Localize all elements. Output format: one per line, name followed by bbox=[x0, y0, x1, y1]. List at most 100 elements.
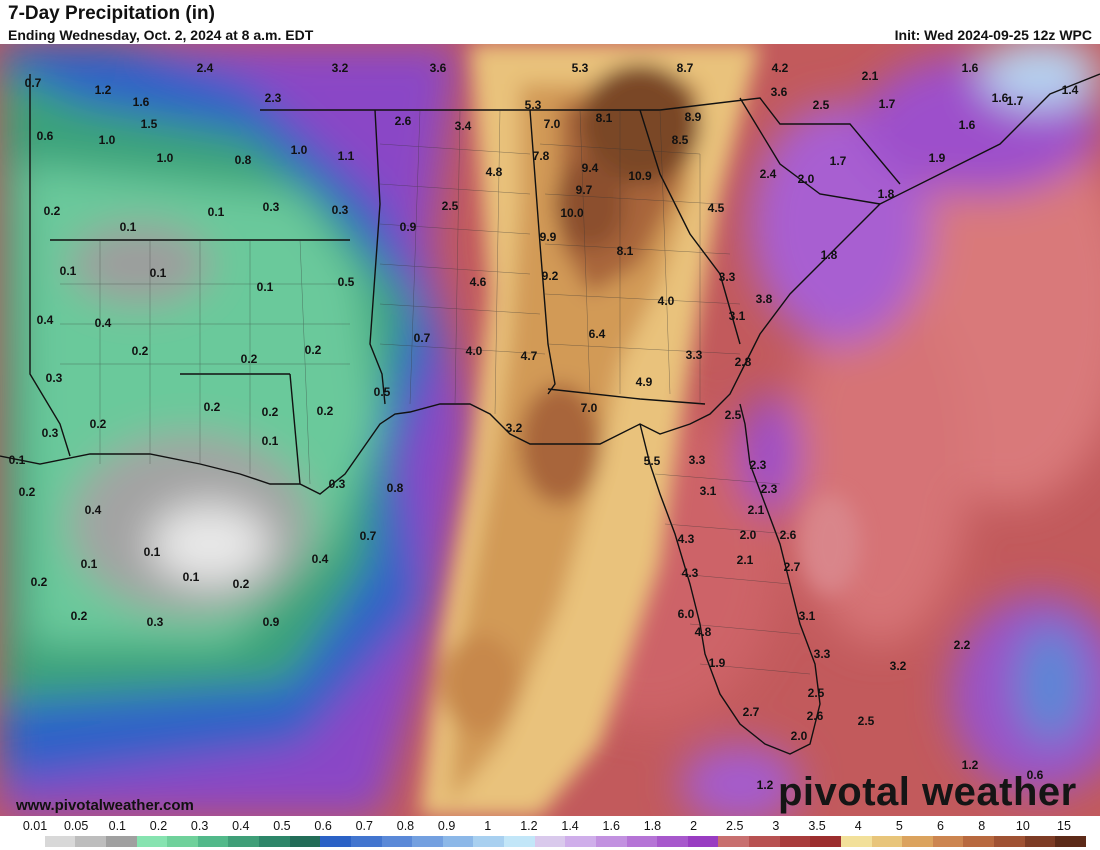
legend-tick-label: 6 bbox=[937, 819, 944, 833]
legend-color-swatch bbox=[228, 836, 260, 847]
precip-value-label: 9.2 bbox=[542, 269, 559, 283]
legend-tick-label: 0.4 bbox=[232, 819, 250, 833]
valid-time-subtitle: Ending Wednesday, Oct. 2, 2024 at 8 a.m.… bbox=[8, 27, 314, 43]
precip-value-label: 8.1 bbox=[617, 244, 634, 258]
precip-value-label: 0.4 bbox=[312, 552, 329, 566]
map-header: 7-Day Precipitation (in) Ending Wednesda… bbox=[0, 0, 1100, 44]
legend-tick-label: 3 bbox=[772, 819, 780, 833]
precipitation-value-labels: 0.7 1.21.61.52.42.33.2 3.6 5.3 8.7 4.22.11.61… bbox=[9, 61, 1079, 792]
precip-value-label: 0.1 bbox=[208, 205, 225, 219]
precip-value-label: 0.1 bbox=[257, 280, 274, 294]
precip-value-label: 8.9 bbox=[685, 110, 702, 124]
precip-value-label: 2.3 bbox=[265, 91, 282, 105]
precip-value-label: 1.7 bbox=[830, 154, 847, 168]
legend-color-swatch bbox=[932, 836, 964, 847]
legend-tick-label: 0.7 bbox=[355, 819, 373, 833]
precip-value-label: 0.2 bbox=[90, 417, 107, 431]
precip-value-label: 0.3 bbox=[147, 615, 164, 629]
legend-color-swatch bbox=[504, 836, 536, 847]
precip-value-label: 0.7 bbox=[360, 529, 377, 543]
legend-color-swatch bbox=[473, 836, 505, 847]
precip-value-label: 4.6 bbox=[470, 275, 487, 289]
precip-value-label: 5.5 bbox=[644, 454, 661, 468]
precip-value-label: 3.8 bbox=[756, 292, 773, 306]
legend-color-swatch bbox=[442, 836, 474, 847]
precip-value-label: 2.5 bbox=[725, 408, 742, 422]
precip-value-label: 2.7 bbox=[784, 560, 801, 574]
legend-color-swatch bbox=[657, 836, 689, 847]
precip-value-label: 2.3 bbox=[761, 482, 778, 496]
precip-value-label: 5.3 bbox=[525, 98, 542, 112]
legend-color-swatch bbox=[105, 836, 137, 847]
precip-value-label: 2.0 bbox=[791, 729, 808, 743]
precip-value-label: 1.7 bbox=[879, 97, 896, 111]
precip-value-label: 3.3 bbox=[719, 270, 736, 284]
legend-color-swatch bbox=[381, 836, 413, 847]
legend-tick-label: 5 bbox=[895, 819, 903, 833]
precip-value-label: 3.2 bbox=[506, 421, 523, 435]
precip-value-label: 3.1 bbox=[729, 309, 746, 323]
precip-value-label: 3.3 bbox=[814, 647, 831, 661]
precip-value-label: 2.7 bbox=[743, 705, 760, 719]
legend-color-swatch bbox=[534, 836, 566, 847]
precip-value-label: 0.9 bbox=[400, 220, 417, 234]
legend-color-swatch bbox=[1024, 836, 1056, 847]
color-scale-legend: 0.01 0.05 0.1 0.2 0.3 0.4 0.5 0.6 0.7 0.8 0.9 1 1.2 1… bbox=[0, 816, 1100, 850]
legend-color-swatch bbox=[14, 836, 46, 847]
legend-color-swatch bbox=[320, 836, 352, 847]
legend-color-swatch bbox=[871, 836, 903, 847]
precip-value-label: 1.7 bbox=[1007, 94, 1024, 108]
precip-value-label: 0.3 bbox=[46, 371, 63, 385]
precip-value-label: 3.3 bbox=[689, 453, 706, 467]
precip-value-label: 0.4 bbox=[85, 503, 102, 517]
precip-value-label: 0.1 bbox=[60, 264, 77, 278]
precip-value-label: 4.5 bbox=[708, 201, 725, 215]
precip-value-label: 4.2 bbox=[772, 61, 789, 75]
legend-color-swatch bbox=[810, 836, 842, 847]
precip-value-label: 0.2 bbox=[204, 400, 221, 414]
precipitation-map[interactable]: 0.7 1.2 1.6 1.5 2.4 2.3 3.2 3.6 5.3 8.7 4.2 2.1 1.6 1… bbox=[0, 44, 1100, 816]
precip-value-label: 8.5 bbox=[672, 133, 689, 147]
precip-value-label: 0.2 bbox=[132, 344, 149, 358]
precip-value-label: 1.2 bbox=[962, 758, 979, 772]
precip-value-label: 1.0 bbox=[99, 133, 116, 147]
legend-color-swatch bbox=[902, 836, 934, 847]
legend-tick-label: 0.3 bbox=[190, 819, 209, 833]
website-url[interactable]: www.pivotalweather.com bbox=[16, 797, 194, 814]
legend-color-swatch bbox=[718, 836, 750, 847]
precip-value-label: 3.2 bbox=[332, 61, 349, 75]
precip-value-label: 0.2 bbox=[262, 405, 279, 419]
legend-tick-label: 0.8 bbox=[396, 819, 415, 833]
legend-tick-label: 0.6 bbox=[314, 819, 332, 833]
legend-color-swatch bbox=[259, 836, 291, 847]
legend-tick-label: 1 bbox=[484, 819, 492, 833]
legend-tick-label: 0.05 bbox=[63, 819, 89, 833]
precip-value-label: 1.0 bbox=[157, 151, 174, 165]
legend-color-swatch bbox=[595, 836, 628, 847]
legend-tick-label: 0.01 bbox=[22, 819, 48, 833]
precip-value-label: 0.1 bbox=[144, 545, 161, 559]
precip-value-label: 2.0 bbox=[798, 172, 815, 186]
legend-color-swatch bbox=[44, 836, 76, 847]
precip-value-label: 0.1 bbox=[81, 557, 98, 571]
legend-color-swatch bbox=[75, 836, 107, 847]
precip-value-label: 10.0 bbox=[560, 206, 584, 220]
legend-tick-label: 0.2 bbox=[149, 819, 168, 833]
precip-value-label: 0.2 bbox=[305, 343, 322, 357]
legend-color-swatch bbox=[749, 836, 781, 847]
precip-value-label: 0.1 bbox=[9, 453, 26, 467]
precip-value-label: 1.4 bbox=[1062, 83, 1079, 97]
precip-value-label: 0.2 bbox=[241, 352, 258, 366]
precip-value-label: 1.2 bbox=[95, 83, 112, 97]
legend-tick-label: 0.5 bbox=[273, 819, 291, 833]
precip-value-label: 3.6 bbox=[430, 61, 447, 75]
precip-value-label: 4.0 bbox=[466, 344, 483, 358]
precip-value-label: 0.8 bbox=[387, 481, 404, 495]
precip-value-label: 0.3 bbox=[329, 477, 346, 491]
precip-value-label: 0.9 bbox=[263, 615, 280, 629]
precip-value-label: 1.6 bbox=[959, 118, 976, 132]
legend-color-swatch bbox=[565, 836, 597, 847]
precip-value-label: 2.1 bbox=[748, 503, 765, 517]
legend-tick-label: 4 bbox=[854, 819, 862, 833]
precip-value-label: 4.3 bbox=[678, 532, 695, 546]
